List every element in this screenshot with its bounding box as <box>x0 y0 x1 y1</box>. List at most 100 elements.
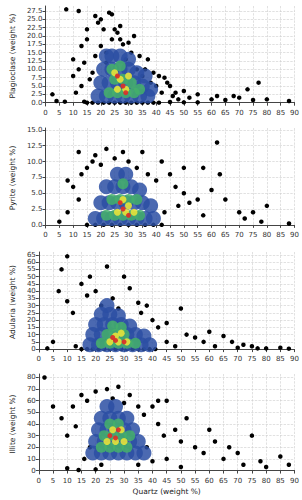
svg-text:10: 10 <box>69 109 78 117</box>
svg-text:40: 40 <box>148 355 157 363</box>
svg-text:5.0: 5.0 <box>31 82 42 90</box>
svg-text:2.5: 2.5 <box>31 90 42 98</box>
svg-text:35: 35 <box>134 355 143 363</box>
svg-text:60: 60 <box>27 258 36 266</box>
svg-text:65: 65 <box>221 231 230 239</box>
svg-text:45: 45 <box>27 280 36 288</box>
svg-text:55: 55 <box>193 231 202 239</box>
svg-text:45: 45 <box>162 355 171 363</box>
svg-text:60: 60 <box>205 477 214 485</box>
svg-text:40: 40 <box>152 109 161 117</box>
svg-text:75: 75 <box>247 355 256 363</box>
svg-text:70: 70 <box>233 355 242 363</box>
svg-text:45: 45 <box>166 231 175 239</box>
svg-text:20: 20 <box>96 231 105 239</box>
svg-text:30: 30 <box>27 432 36 440</box>
svg-text:85: 85 <box>276 231 285 239</box>
svg-text:30: 30 <box>120 355 129 363</box>
svg-text:55: 55 <box>191 355 200 363</box>
svg-text:Quartz (weight %): Quartz (weight %) <box>133 487 201 496</box>
svg-text:90: 90 <box>290 355 299 363</box>
svg-text:50: 50 <box>176 355 185 363</box>
svg-text:65: 65 <box>221 109 230 117</box>
svg-text:20: 20 <box>91 355 100 363</box>
svg-text:Plagioclase (weight %): Plagioclase (weight %) <box>8 13 17 98</box>
svg-text:50: 50 <box>176 477 185 485</box>
svg-text:10: 10 <box>27 331 36 339</box>
svg-text:0: 0 <box>37 477 41 485</box>
svg-text:50: 50 <box>179 109 188 117</box>
svg-text:15: 15 <box>83 231 92 239</box>
svg-text:65: 65 <box>27 251 36 259</box>
svg-text:5: 5 <box>51 355 55 363</box>
svg-text:0: 0 <box>43 231 47 239</box>
svg-text:10: 10 <box>69 231 78 239</box>
svg-text:45: 45 <box>162 477 171 485</box>
svg-text:10: 10 <box>63 477 72 485</box>
svg-text:70: 70 <box>27 385 36 393</box>
svg-text:0: 0 <box>31 345 35 353</box>
svg-text:25: 25 <box>27 309 36 317</box>
svg-text:Illite (weight %): Illite (weight %) <box>8 394 17 453</box>
svg-text:15: 15 <box>27 323 36 331</box>
svg-text:30: 30 <box>124 231 133 239</box>
svg-text:5.0: 5.0 <box>31 189 42 197</box>
svg-text:0: 0 <box>31 467 35 475</box>
svg-text:75: 75 <box>249 231 258 239</box>
svg-text:15: 15 <box>83 109 92 117</box>
svg-text:40: 40 <box>152 231 161 239</box>
svg-text:0.0: 0.0 <box>31 221 42 229</box>
svg-text:30: 30 <box>27 302 36 310</box>
svg-text:40: 40 <box>27 287 36 295</box>
svg-text:80: 80 <box>262 231 271 239</box>
svg-text:70: 70 <box>235 231 244 239</box>
svg-text:25.0: 25.0 <box>27 15 43 23</box>
svg-text:85: 85 <box>276 109 285 117</box>
svg-text:0: 0 <box>37 355 41 363</box>
svg-text:25: 25 <box>105 355 114 363</box>
svg-text:25: 25 <box>105 477 114 485</box>
svg-text:85: 85 <box>276 477 285 485</box>
svg-text:50: 50 <box>27 273 36 281</box>
svg-text:70: 70 <box>233 477 242 485</box>
svg-text:12.5: 12.5 <box>27 142 43 150</box>
svg-text:0: 0 <box>43 109 47 117</box>
svg-text:22.5: 22.5 <box>27 24 43 32</box>
svg-text:70: 70 <box>235 109 244 117</box>
svg-text:5: 5 <box>51 477 55 485</box>
svg-text:15: 15 <box>77 355 86 363</box>
svg-text:12.5: 12.5 <box>27 57 43 65</box>
svg-text:5: 5 <box>57 231 61 239</box>
svg-text:90: 90 <box>290 231 299 239</box>
svg-text:65: 65 <box>219 355 228 363</box>
svg-text:40: 40 <box>148 477 157 485</box>
svg-text:20: 20 <box>27 316 36 324</box>
svg-text:80: 80 <box>27 373 36 381</box>
svg-text:50: 50 <box>179 231 188 239</box>
svg-text:Adularia (weight %): Adularia (weight %) <box>8 265 17 339</box>
svg-text:60: 60 <box>27 397 36 405</box>
svg-text:2.5: 2.5 <box>31 205 42 213</box>
svg-text:75: 75 <box>247 477 256 485</box>
svg-text:20.0: 20.0 <box>27 32 43 40</box>
svg-text:0.0: 0.0 <box>31 99 42 107</box>
svg-text:10: 10 <box>27 455 36 463</box>
svg-text:35: 35 <box>134 477 143 485</box>
svg-text:10.0: 10.0 <box>27 158 43 166</box>
svg-text:15.0: 15.0 <box>27 126 43 134</box>
svg-text:30: 30 <box>124 109 133 117</box>
svg-text:55: 55 <box>27 265 36 273</box>
svg-text:65: 65 <box>219 477 228 485</box>
svg-text:5: 5 <box>57 109 61 117</box>
svg-text:10: 10 <box>63 355 72 363</box>
svg-text:10.0: 10.0 <box>27 65 43 73</box>
svg-text:27.5: 27.5 <box>27 7 43 15</box>
svg-text:60: 60 <box>207 231 216 239</box>
svg-text:80: 80 <box>262 109 271 117</box>
svg-text:30: 30 <box>120 477 129 485</box>
svg-text:7.5: 7.5 <box>31 74 42 82</box>
svg-text:55: 55 <box>191 477 200 485</box>
svg-text:55: 55 <box>193 109 202 117</box>
svg-text:90: 90 <box>290 109 299 117</box>
svg-text:Pyrite (weight %): Pyrite (weight %) <box>8 146 17 211</box>
